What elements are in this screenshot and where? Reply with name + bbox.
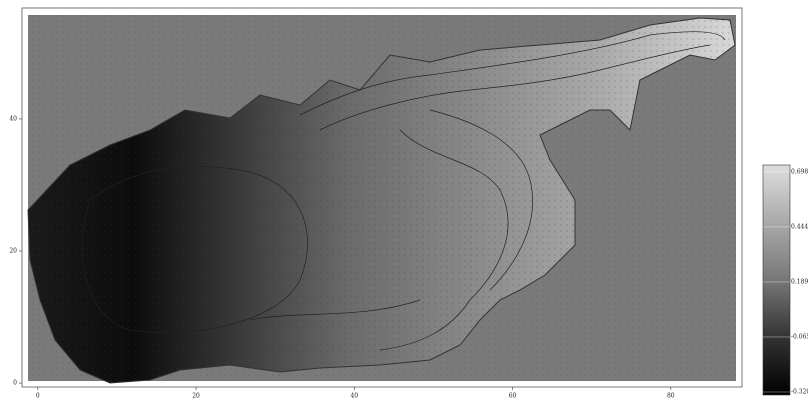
chart: 0 20 40 60 80 0 20 40 0.6989 0.4442 0.1894 -0.0653 -… (0, 0, 808, 403)
x-tick-label: 60 (509, 393, 517, 400)
y-tick-label: 20 (9, 247, 17, 254)
colorbar (763, 165, 790, 395)
colorbar-tick-label: -0.0653 (791, 333, 808, 340)
colorbar-tick-label: -0.3201 (791, 388, 808, 395)
y-tick-label: 40 (9, 115, 17, 122)
x-tick-label: 20 (192, 393, 200, 400)
x-tick-label: 40 (350, 393, 358, 400)
x-tick-label: 80 (667, 393, 675, 400)
colorbar-tick-label: 0.1894 (791, 278, 808, 285)
colorbar-tick-label: 0.6989 (791, 168, 808, 175)
x-tick-label: 0 (36, 393, 40, 400)
y-tick-label: 0 (13, 380, 17, 387)
colorbar-tick-label: 0.4442 (791, 223, 808, 230)
